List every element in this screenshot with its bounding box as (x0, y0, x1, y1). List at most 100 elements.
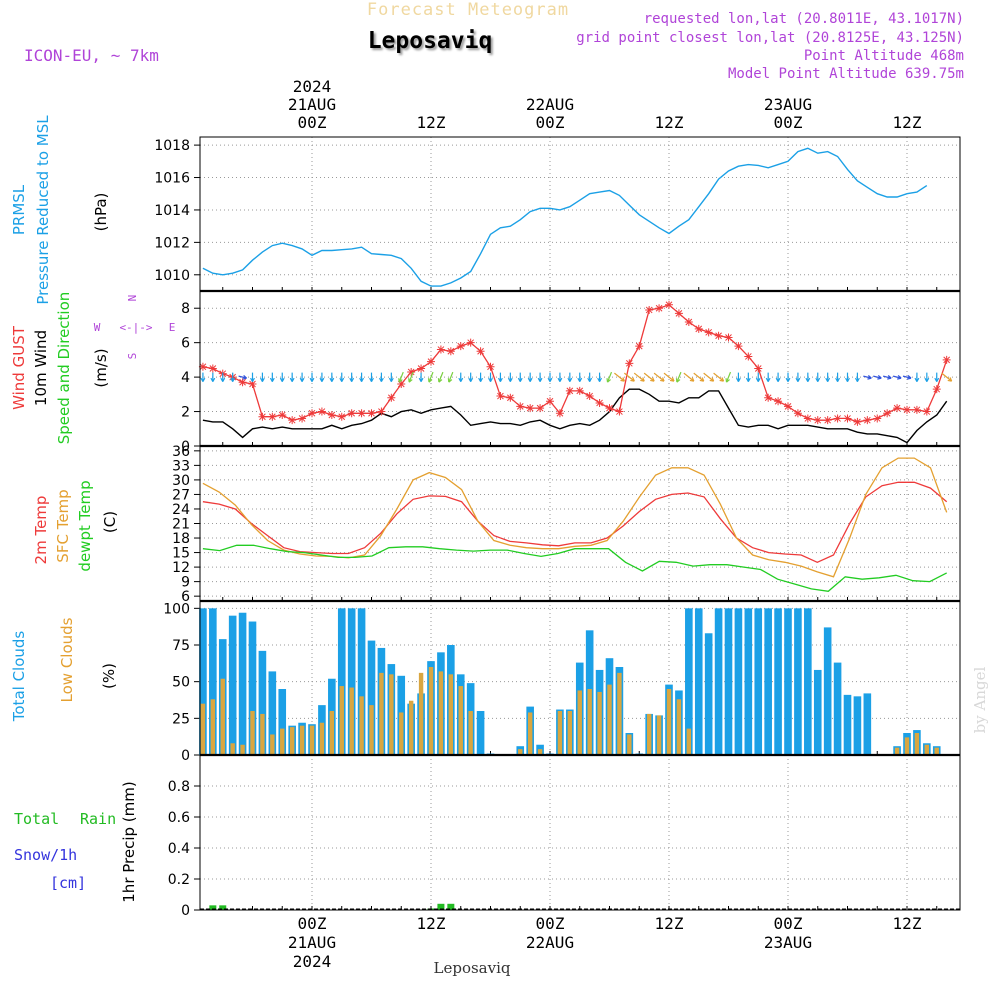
wind-arrow-head (775, 377, 781, 382)
wind-arrow-head (259, 377, 265, 382)
bottom-hour-label: 12Z (893, 914, 922, 933)
wind-direction-arrow (497, 372, 503, 382)
gust-marker (466, 338, 475, 347)
gust-marker (893, 404, 902, 413)
wind-arrow-head (378, 377, 384, 382)
low-cloud-bar (686, 728, 692, 755)
total-cloud-bar (337, 608, 346, 755)
wind-direction-arrow (329, 372, 335, 382)
gust-marker (833, 414, 842, 423)
y-tick-label: 27 (172, 487, 190, 503)
wind-direction-arrow (805, 372, 811, 382)
cloud-panel-labels: Total Clouds Low Clouds (%) (10, 617, 118, 722)
wind-direction-arrow (663, 372, 675, 382)
low-cloud-bar (389, 674, 394, 755)
total-cloud-bar (813, 669, 822, 755)
wind-direction-arrow (378, 372, 384, 382)
wind-arrow-head (537, 377, 543, 382)
gust-marker (248, 380, 257, 388)
wind-direction-arrow (279, 372, 285, 382)
rain-bar (209, 905, 217, 910)
rain-bar (447, 903, 455, 910)
gust-marker (585, 392, 594, 401)
top-hour-label: 00Z (298, 113, 327, 132)
y-tick-label: 6 (181, 589, 190, 605)
wind-arrow-shaft (892, 375, 902, 379)
low-cloud-bar (518, 749, 523, 755)
cloud-ylabel: Total Clouds (10, 631, 28, 723)
wind-direction-arrow (725, 371, 732, 383)
bottom-hour-label: 12Z (417, 914, 446, 933)
y-tick-label: 1018 (154, 138, 190, 154)
pressure-panel-labels: PRMSL Pressure Reduced to MSL (hPa) (10, 115, 110, 305)
wind-direction-arrow (567, 372, 573, 382)
wind-arrow-head (587, 377, 593, 382)
low-cloud-bar (904, 737, 910, 755)
gust-marker (337, 412, 346, 421)
total-cloud-bar (238, 612, 247, 755)
top-date-label: 23AUG (764, 95, 812, 114)
wind-direction-arrow (349, 372, 355, 382)
gust-marker (397, 380, 406, 388)
rain-bar (219, 905, 227, 910)
total-cloud-bar (268, 671, 277, 755)
low-cloud-bar (289, 727, 295, 755)
low-cloud-bar (379, 672, 384, 755)
wind-arrow-head (517, 377, 523, 382)
wind-arrow-head (877, 374, 882, 380)
wind-direction-arrow (941, 372, 953, 382)
gust-marker (258, 412, 267, 421)
gust-marker (347, 409, 356, 418)
gust-marker (942, 355, 951, 364)
wind-arrow-head (699, 377, 705, 382)
wind-arrow-head (369, 377, 374, 382)
low-cloud-bar (200, 703, 206, 755)
wind-direction-arrow (683, 372, 695, 382)
wind-direction-arrow (289, 372, 295, 382)
watermark: by Angel (971, 666, 989, 733)
wind-arrow-head (200, 377, 206, 382)
total-cloud-bar (704, 633, 713, 755)
gust-marker (793, 409, 802, 418)
low-cloud-bar (359, 696, 364, 755)
y-tick-label: 9 (181, 575, 190, 591)
wind-arrow-head (468, 377, 474, 382)
wind-direction-arrow (369, 372, 374, 382)
wind-arrow-shaft (941, 372, 953, 382)
wind-arrow-head (359, 377, 365, 382)
gust-marker (744, 352, 753, 361)
gust-marker (714, 331, 723, 340)
gust-marker (853, 417, 862, 426)
wind-arrow-head (427, 378, 433, 383)
wind-arrow-head (398, 378, 403, 383)
low-cloud-bar (894, 747, 900, 755)
plot-layer: 1010101210141016101802468691215182124273… (154, 136, 961, 919)
wind-arrow-head (597, 377, 603, 382)
wind-direction-arrow (795, 372, 801, 382)
gust-marker (486, 362, 495, 371)
wind-arrow-head (269, 377, 275, 382)
y-tick-label: 0 (181, 903, 190, 919)
wind-arrow-head (497, 377, 503, 382)
gust-marker (436, 345, 445, 354)
wind-arrow-shaft (703, 372, 715, 382)
low-cloud-bar (577, 690, 582, 755)
gust-marker (198, 362, 207, 371)
wind-arrow-head (675, 378, 681, 383)
total-cloud-bar (714, 608, 723, 755)
precip-ylabel: 1hr Precip (mm) (120, 781, 138, 902)
wind-direction-arrow (775, 372, 781, 382)
gust-marker (536, 404, 545, 413)
low-cloud-bar (537, 749, 543, 755)
bottom-hour-label: 00Z (774, 914, 803, 933)
bottom-date-label: 23AUG (764, 933, 812, 952)
gust-marker (268, 412, 277, 421)
wind-direction-arrow (902, 374, 912, 380)
wind-direction-arrow (892, 374, 902, 380)
wind-arrow-shaft (606, 371, 613, 383)
low-cloud-bar (527, 712, 533, 755)
gust-marker (546, 397, 554, 406)
gust-marker (774, 397, 783, 406)
wind-arrow-head (309, 377, 315, 382)
wind-direction-arrow (557, 372, 563, 382)
